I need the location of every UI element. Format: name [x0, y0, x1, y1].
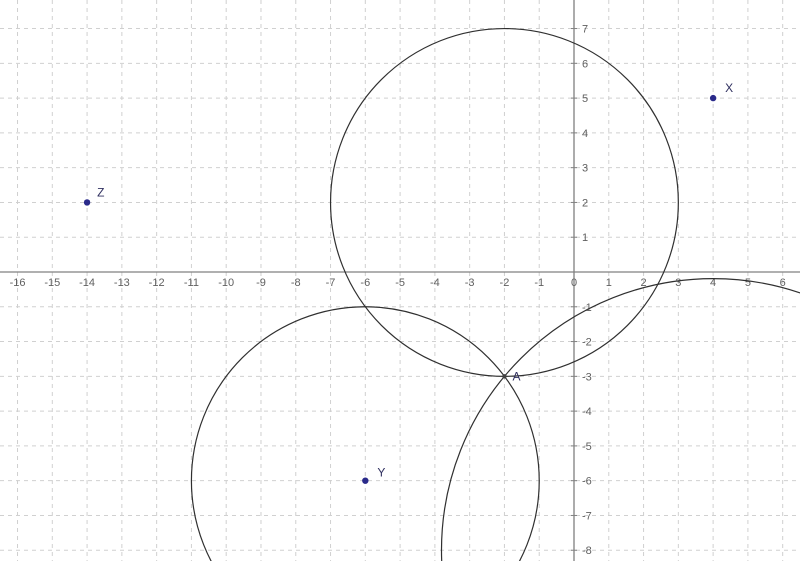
y-tick-label: 7: [582, 24, 588, 36]
x-tick-label: -4: [430, 277, 440, 289]
x-tick-label: -2: [500, 277, 510, 289]
point-y: [362, 477, 368, 483]
x-tick-label: -7: [326, 277, 336, 289]
y-tick-label: 4: [582, 128, 588, 140]
x-tick-label: -14: [79, 277, 95, 289]
point-label-z: Z: [97, 185, 104, 199]
point-label-y: Y: [377, 466, 385, 480]
point-label-a: A: [512, 369, 520, 383]
y-tick-label: -8: [582, 545, 592, 557]
y-tick-label: -3: [582, 371, 592, 383]
point-x: [710, 95, 716, 101]
y-tick-label: -6: [582, 476, 592, 488]
x-tick-label: -16: [10, 277, 26, 289]
x-tick-label: -12: [149, 277, 165, 289]
point-label-x: X: [725, 81, 733, 95]
x-tick-label: -8: [291, 277, 301, 289]
x-tick-label: -1: [534, 277, 544, 289]
x-tick-label: -10: [218, 277, 234, 289]
x-tick-label: 5: [745, 277, 751, 289]
y-tick-label: 5: [582, 93, 588, 105]
y-tick-label: -2: [582, 337, 592, 349]
point-a: [502, 374, 506, 378]
x-tick-label: -11: [184, 277, 199, 289]
x-tick-label: -15: [44, 277, 60, 289]
y-tick-label: 6: [582, 58, 588, 70]
axis-tick-labels: -16-15-14-13-12-11-10-9-8-7-6-5-4-3-2-10…: [10, 24, 786, 558]
y-tick-label: -4: [582, 406, 592, 418]
x-tick-label: -5: [395, 277, 405, 289]
y-tick-label: -7: [582, 510, 592, 522]
x-tick-label: -3: [465, 277, 475, 289]
point-z: [84, 199, 90, 205]
x-tick-label: 3: [675, 277, 681, 289]
y-tick-label: 2: [582, 197, 588, 209]
x-tick-label: 0: [571, 277, 577, 289]
y-tick-label: 1: [582, 232, 588, 244]
y-tick-label: -5: [582, 441, 592, 453]
x-tick-label: -13: [114, 277, 130, 289]
coordinate-plane: -16-15-14-13-12-11-10-9-8-7-6-5-4-3-2-10…: [0, 0, 800, 561]
x-tick-label: -6: [360, 277, 370, 289]
x-tick-label: 1: [606, 277, 612, 289]
geometry-circle: [441, 279, 800, 561]
y-tick-label: 3: [582, 163, 588, 175]
points: X Z Y A: [84, 81, 733, 484]
x-tick-label: -9: [256, 277, 266, 289]
